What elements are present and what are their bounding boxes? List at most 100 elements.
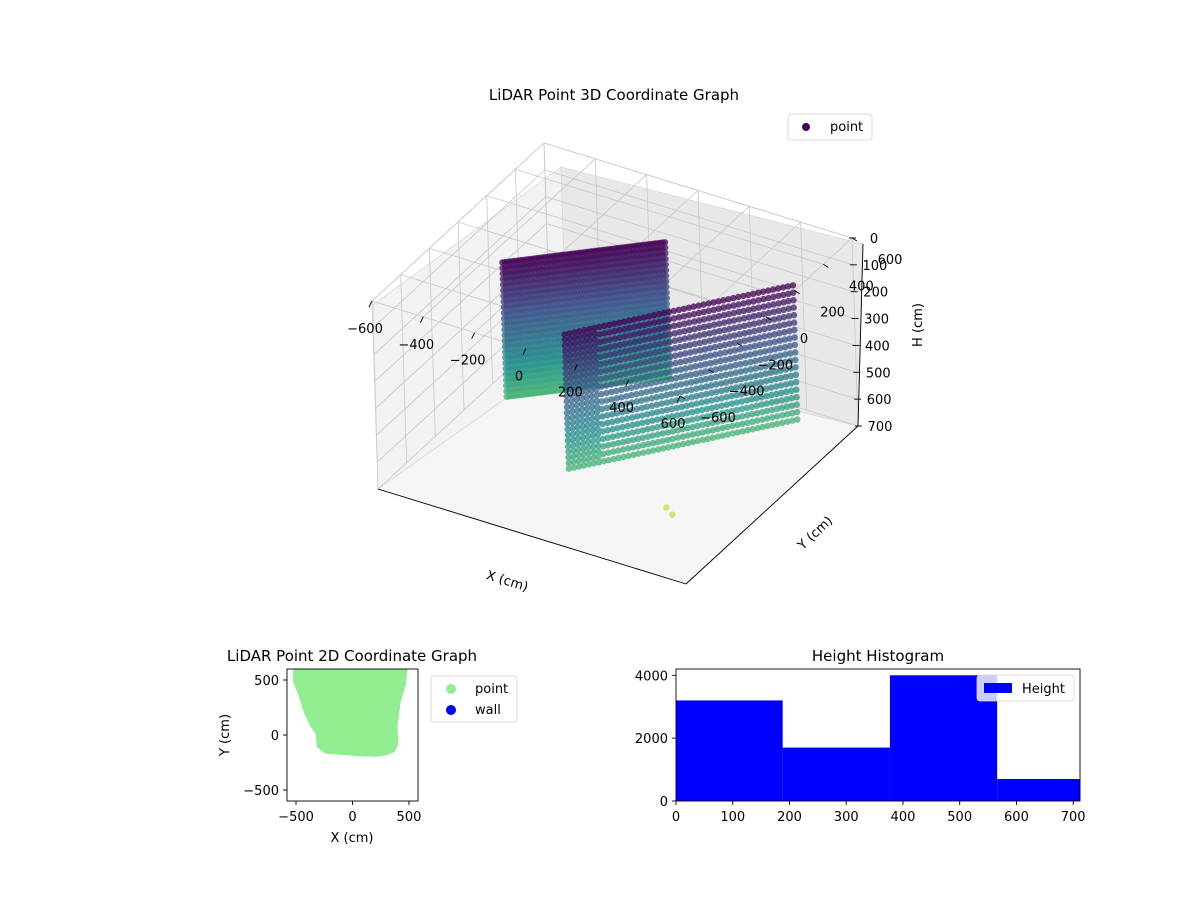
data-point <box>755 289 762 296</box>
data-point <box>577 378 585 385</box>
x-tick-label: 400 <box>891 810 916 825</box>
data-point <box>760 310 768 318</box>
data-point <box>618 394 625 401</box>
data-point <box>678 388 685 396</box>
data-point <box>562 364 569 372</box>
data-point <box>710 306 717 313</box>
data-point <box>565 459 572 467</box>
data-point <box>588 409 596 417</box>
data-point <box>594 431 601 438</box>
data-point <box>711 321 718 328</box>
data-point <box>646 335 653 342</box>
data-point <box>632 361 639 368</box>
data-point <box>640 449 647 456</box>
data-point <box>777 352 784 359</box>
legend-2d-point-label: point <box>475 682 508 697</box>
data-point <box>756 341 764 349</box>
data-point <box>661 347 669 354</box>
data-point <box>608 396 615 403</box>
data-point <box>672 367 679 374</box>
data-point <box>686 326 693 334</box>
data-point <box>748 411 756 418</box>
data-point <box>564 437 572 444</box>
data-point <box>688 408 696 416</box>
data-point <box>692 370 700 377</box>
data-point <box>607 373 615 381</box>
data-point <box>596 331 603 338</box>
data-point <box>652 349 659 356</box>
data-point <box>756 319 763 326</box>
data-point <box>675 314 683 321</box>
data-point <box>740 300 747 307</box>
y-tick-label: −600 <box>700 411 736 426</box>
y-tick-label: 200 <box>820 306 845 321</box>
data-point <box>768 384 775 391</box>
data-point <box>638 382 645 389</box>
data-point <box>789 417 796 424</box>
data-point <box>585 444 592 451</box>
data-point <box>587 370 595 377</box>
data-point <box>777 367 784 374</box>
data-point <box>617 356 624 364</box>
data-point <box>569 436 577 443</box>
data-point <box>776 344 784 352</box>
legend-histogram-label: Height <box>1022 682 1065 697</box>
data-point <box>653 401 661 408</box>
data-point <box>766 347 774 354</box>
data-point <box>761 318 768 325</box>
data-point <box>634 428 641 435</box>
data-point <box>621 340 629 348</box>
data-point <box>792 364 799 371</box>
data-point <box>687 349 694 356</box>
data-point <box>618 379 625 386</box>
data-point <box>570 464 578 471</box>
data-point <box>599 413 606 420</box>
data-point <box>733 406 741 414</box>
data-point <box>610 448 617 455</box>
data-point <box>578 389 585 396</box>
data-point <box>679 426 686 433</box>
data-point <box>649 425 656 432</box>
data-point <box>581 326 588 334</box>
data-point <box>772 368 779 375</box>
data-point <box>600 443 607 450</box>
data-point <box>588 404 596 411</box>
data-point <box>670 443 677 450</box>
data-point <box>767 362 774 369</box>
data-point <box>567 374 575 382</box>
data-point <box>583 394 590 401</box>
data-point <box>688 401 696 408</box>
grid-line <box>372 169 546 329</box>
data-point <box>721 334 728 341</box>
data-point <box>657 378 665 385</box>
data-point <box>738 383 745 390</box>
data-point <box>677 373 685 381</box>
data-point <box>793 386 800 393</box>
data-point <box>600 450 607 457</box>
data-point <box>781 343 789 351</box>
x-tick-label: 300 <box>834 810 859 825</box>
data-point <box>717 350 724 357</box>
data-point <box>709 427 716 434</box>
data-point <box>563 381 570 388</box>
data-point <box>768 391 775 399</box>
data-point <box>778 389 785 397</box>
data-point <box>582 377 590 384</box>
data-point <box>661 332 668 339</box>
data-point <box>631 331 638 338</box>
data-point <box>731 324 738 332</box>
data-point <box>661 239 669 246</box>
data-point <box>565 443 572 450</box>
data-point <box>723 394 730 401</box>
data-point <box>716 320 723 327</box>
data-point <box>674 412 681 419</box>
data-point <box>628 406 636 414</box>
data-point <box>722 364 729 371</box>
data-point <box>693 407 701 415</box>
data-point <box>781 336 788 343</box>
data-point <box>701 346 709 353</box>
data-point <box>733 391 740 399</box>
data-point <box>690 303 697 310</box>
data-point <box>591 341 599 348</box>
